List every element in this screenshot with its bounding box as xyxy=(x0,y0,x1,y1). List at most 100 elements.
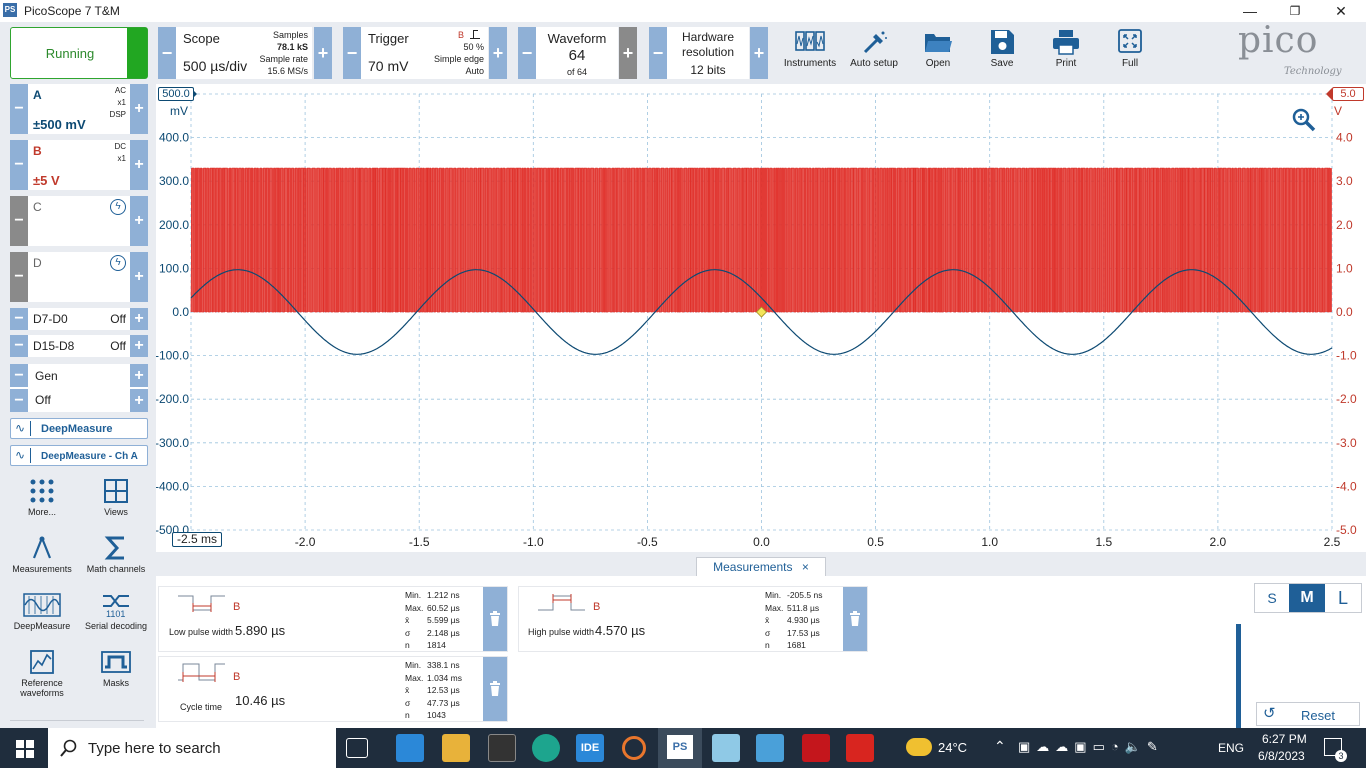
trigger-plus-button[interactable]: + xyxy=(489,27,507,79)
scope-panel[interactable]: Scope 500 µs/div Samples 78.1 kS Sample … xyxy=(176,27,312,79)
save-button[interactable]: Save xyxy=(972,28,1032,69)
measurements-button[interactable]: Measurements xyxy=(6,535,78,574)
y-axis-left-tick: 100.0 xyxy=(159,261,189,275)
scope-plus-button[interactable]: + xyxy=(314,27,332,79)
channel-c-plus-button[interactable]: + xyxy=(130,196,148,246)
photos-icon[interactable] xyxy=(756,734,784,762)
channel-d-panel[interactable]: − D ϟ + xyxy=(10,252,148,302)
eclipse-icon[interactable] xyxy=(622,736,646,760)
measurement-low-pulse-width-delete-button[interactable] xyxy=(483,587,507,651)
resolution-panel[interactable]: Hardware resolution 12 bits xyxy=(667,27,749,79)
generator-plus-button[interactable]: + xyxy=(130,364,148,387)
x-axis-tick: 0.5 xyxy=(867,535,884,549)
windows-start-icon[interactable] xyxy=(16,740,34,758)
math-channels-button[interactable]: Math channels xyxy=(80,535,152,574)
tray-arrow-icon[interactable]: ⌃ xyxy=(994,738,1006,754)
scope-graph[interactable]: 400.0 300.0 200.0 100.0 0.0 -100.0 -200.0 -300.… xyxy=(155,84,1366,552)
size-small-button[interactable]: S xyxy=(1267,590,1277,606)
run-stop-button[interactable]: Running xyxy=(10,27,148,79)
scope-view[interactable]: 400.0 300.0 200.0 100.0 0.0 -100.0 -200.0 -300.… xyxy=(155,84,1366,552)
notification-icon[interactable] xyxy=(1324,738,1342,756)
trigger-type: Simple edge xyxy=(433,54,484,64)
measurements-tab[interactable]: Measurements × xyxy=(696,557,826,576)
edge-icon[interactable] xyxy=(532,734,560,762)
full-button[interactable]: Full xyxy=(1100,28,1160,69)
measurement-cycle-time-value: 10.46 µs xyxy=(235,693,286,708)
store-icon[interactable] xyxy=(396,734,424,762)
left-top-marker[interactable]: 500.0 xyxy=(158,87,194,101)
deepmeasure-library-button[interactable]: DeepMeasure xyxy=(6,592,78,631)
generator-panel[interactable]: − − Gen Off + + xyxy=(10,364,148,412)
deepmeasure-cha-button[interactable]: ∿ DeepMeasure - Ch A xyxy=(10,445,148,466)
channel-b-panel[interactable]: − B DC x1 ±5 V + xyxy=(10,140,148,190)
digital-d7-d0-minus-button[interactable]: − xyxy=(10,308,28,330)
taskbar-search[interactable]: Type here to search xyxy=(48,728,336,768)
print-button[interactable]: Print xyxy=(1036,28,1096,69)
measurement-cycle-time[interactable]: B Cycle time 10.46 µs Min. 338.1 ns Max. 1… xyxy=(158,656,508,722)
minimize-button[interactable]: — xyxy=(1243,3,1257,19)
digital-d7-d0-panel[interactable]: − D7-D0 Off + xyxy=(10,308,148,330)
language-indicator[interactable]: ENG xyxy=(1218,741,1245,755)
digital-d15-d8-panel[interactable]: − D15-D8 Off + xyxy=(10,335,148,357)
waveform-minus-button[interactable]: − xyxy=(518,27,536,79)
measurements-tab-bar: Measurements × xyxy=(156,552,1366,576)
reset-button[interactable]: ↺ Reset xyxy=(1256,702,1360,726)
generator-state-minus-button[interactable]: − xyxy=(10,389,28,412)
channel-b-plus-button[interactable]: + xyxy=(130,140,148,190)
digital-d7-d0-plus-button[interactable]: + xyxy=(130,308,148,330)
waveform-panel[interactable]: Waveform 64 of 64 xyxy=(536,27,618,79)
measurement-cycle-time-delete-button[interactable] xyxy=(483,657,507,721)
measurement-high-pulse-width[interactable]: B High pulse width 4.570 µs Min. -205.5 n… xyxy=(518,586,868,652)
acrobat-icon[interactable] xyxy=(802,734,830,762)
masks-button[interactable]: Masks xyxy=(80,649,152,688)
weather-temp[interactable]: 24°C xyxy=(938,740,968,755)
reference-waveforms-button[interactable]: Reference waveforms xyxy=(6,649,78,698)
channel-d-minus-button[interactable]: − xyxy=(10,252,28,302)
file-explorer-icon[interactable] xyxy=(442,734,470,762)
measurement-high-pulse-width-delete-button[interactable] xyxy=(843,587,867,651)
ide-icon[interactable]: IDE xyxy=(576,734,604,762)
instruments-button[interactable]: Instruments xyxy=(780,28,840,69)
size-large-button[interactable]: L xyxy=(1337,588,1348,608)
channel-c-minus-button[interactable]: − xyxy=(10,196,28,246)
more-button[interactable]: More... xyxy=(6,478,78,517)
trigger-panel[interactable]: Trigger 70 mV B 50 % Simple edge Auto xyxy=(361,27,488,79)
digital-d15-d8-minus-button[interactable]: − xyxy=(10,335,28,357)
vivado-icon[interactable] xyxy=(846,734,874,762)
measurement-low-pulse-width[interactable]: B Low pulse width 5.890 µs Min. 1.212 ns … xyxy=(158,586,508,652)
picoscope-task-active[interactable]: PS xyxy=(658,728,702,768)
maximize-button[interactable]: ❐ xyxy=(1289,4,1301,18)
x-first-tick-label[interactable]: -2.5 ms xyxy=(172,532,222,547)
measurements-tab-close-icon[interactable]: × xyxy=(801,560,809,574)
close-button[interactable]: ✕ xyxy=(1335,3,1347,19)
serial-decoding-button[interactable]: 1101 Serial decoding xyxy=(80,592,152,631)
resolution-plus-button[interactable]: + xyxy=(750,27,768,79)
generator-minus-button[interactable]: − xyxy=(10,364,28,387)
terminal-icon[interactable] xyxy=(488,734,516,762)
channel-c-panel[interactable]: − C ϟ + xyxy=(10,196,148,246)
task-view-icon[interactable] xyxy=(346,738,368,758)
channel-a-panel[interactable]: − A AC x1 DSP ±500 mV + xyxy=(10,84,148,134)
trigger-minus-button[interactable]: − xyxy=(343,27,361,79)
notes-icon[interactable] xyxy=(712,734,740,762)
auto-setup-button[interactable]: Auto setup xyxy=(844,28,904,69)
deepmeasure-button[interactable]: ∿ DeepMeasure xyxy=(10,418,148,439)
open-button[interactable]: Open xyxy=(908,28,968,69)
channel-a-minus-button[interactable]: − xyxy=(10,84,28,134)
generator-state-plus-button[interactable]: + xyxy=(130,389,148,412)
tray-icons[interactable]: ▣☁☁▣▭◔🔈✎ xyxy=(1018,739,1164,754)
channel-a-plus-button[interactable]: + xyxy=(130,84,148,134)
channel-d-plus-button[interactable]: + xyxy=(130,252,148,302)
scope-minus-button[interactable]: − xyxy=(158,27,176,79)
waveform-plus-button[interactable]: + xyxy=(619,27,637,79)
zoom-icon[interactable] xyxy=(1292,108,1316,132)
clock-date[interactable]: 6/8/2023 xyxy=(1258,749,1305,763)
size-medium-button[interactable]: M xyxy=(1289,584,1325,612)
right-top-marker[interactable]: 5.0 xyxy=(1332,87,1364,101)
channel-b-minus-button[interactable]: − xyxy=(10,140,28,190)
measurements-scrollbar[interactable] xyxy=(1236,624,1241,728)
resolution-minus-button[interactable]: − xyxy=(649,27,667,79)
views-button[interactable]: Views xyxy=(80,478,152,517)
clock-time[interactable]: 6:27 PM xyxy=(1262,732,1307,746)
digital-d15-d8-plus-button[interactable]: + xyxy=(130,335,148,357)
